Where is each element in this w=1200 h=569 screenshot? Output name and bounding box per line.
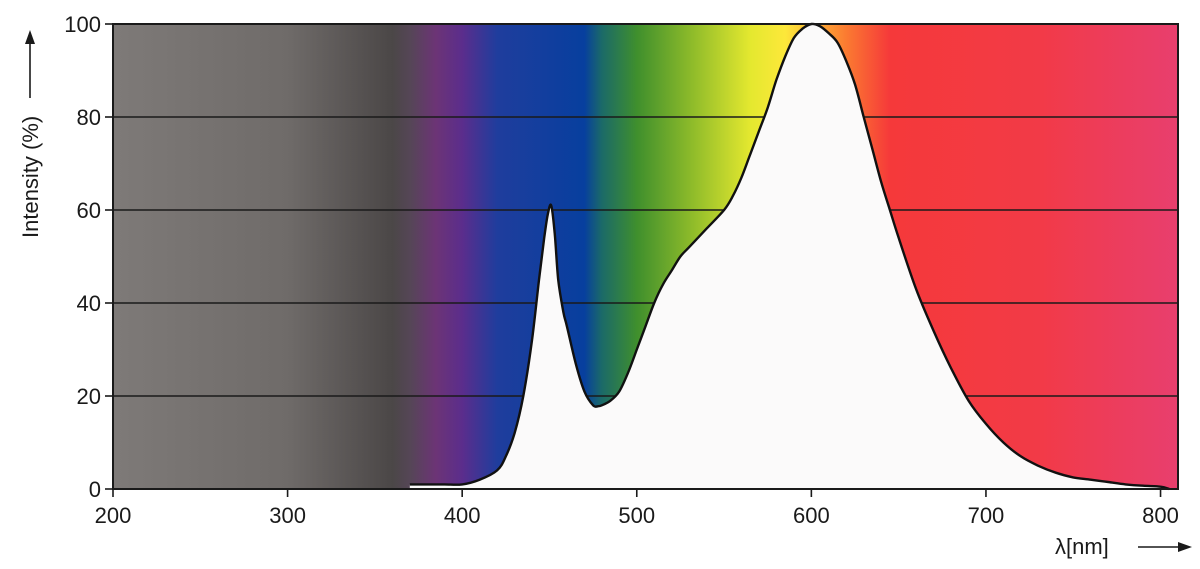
x-axis-title-group: λ[nm] bbox=[1055, 534, 1192, 559]
y-axis-title: Intensity (%) bbox=[18, 116, 43, 238]
gridlines bbox=[113, 116, 1178, 397]
y-axis-title-group: Intensity (%) bbox=[18, 30, 43, 238]
y-axis-arrow-head bbox=[25, 30, 35, 44]
y-tick-label-100: 100 bbox=[64, 12, 101, 37]
y-tick-label-0: 0 bbox=[89, 477, 101, 502]
x-tick-label-500: 500 bbox=[618, 503, 655, 528]
x-tick-label-600: 600 bbox=[793, 503, 830, 528]
intensity-area bbox=[409, 23, 1170, 490]
y-tick-label-40: 40 bbox=[77, 291, 101, 316]
x-axis-title: λ[nm] bbox=[1055, 534, 1109, 559]
x-tick-label-400: 400 bbox=[444, 503, 481, 528]
x-tick-label-800: 800 bbox=[1142, 503, 1179, 528]
x-tick-label-200: 200 bbox=[95, 503, 132, 528]
y-tick-label-20: 20 bbox=[77, 384, 101, 409]
x-axis-arrow-head bbox=[1178, 542, 1192, 552]
y-axis-ticks: 0 20 40 60 80 100 bbox=[64, 12, 113, 502]
y-tick-label-80: 80 bbox=[77, 105, 101, 130]
plot-frame bbox=[112, 23, 1179, 490]
x-tick-label-700: 700 bbox=[968, 503, 1005, 528]
x-axis-ticks: 200 300 400 500 600 700 800 bbox=[95, 489, 1179, 528]
intensity-curve bbox=[409, 22, 1170, 491]
y-tick-label-60: 60 bbox=[77, 198, 101, 223]
x-tick-label-300: 300 bbox=[269, 503, 306, 528]
